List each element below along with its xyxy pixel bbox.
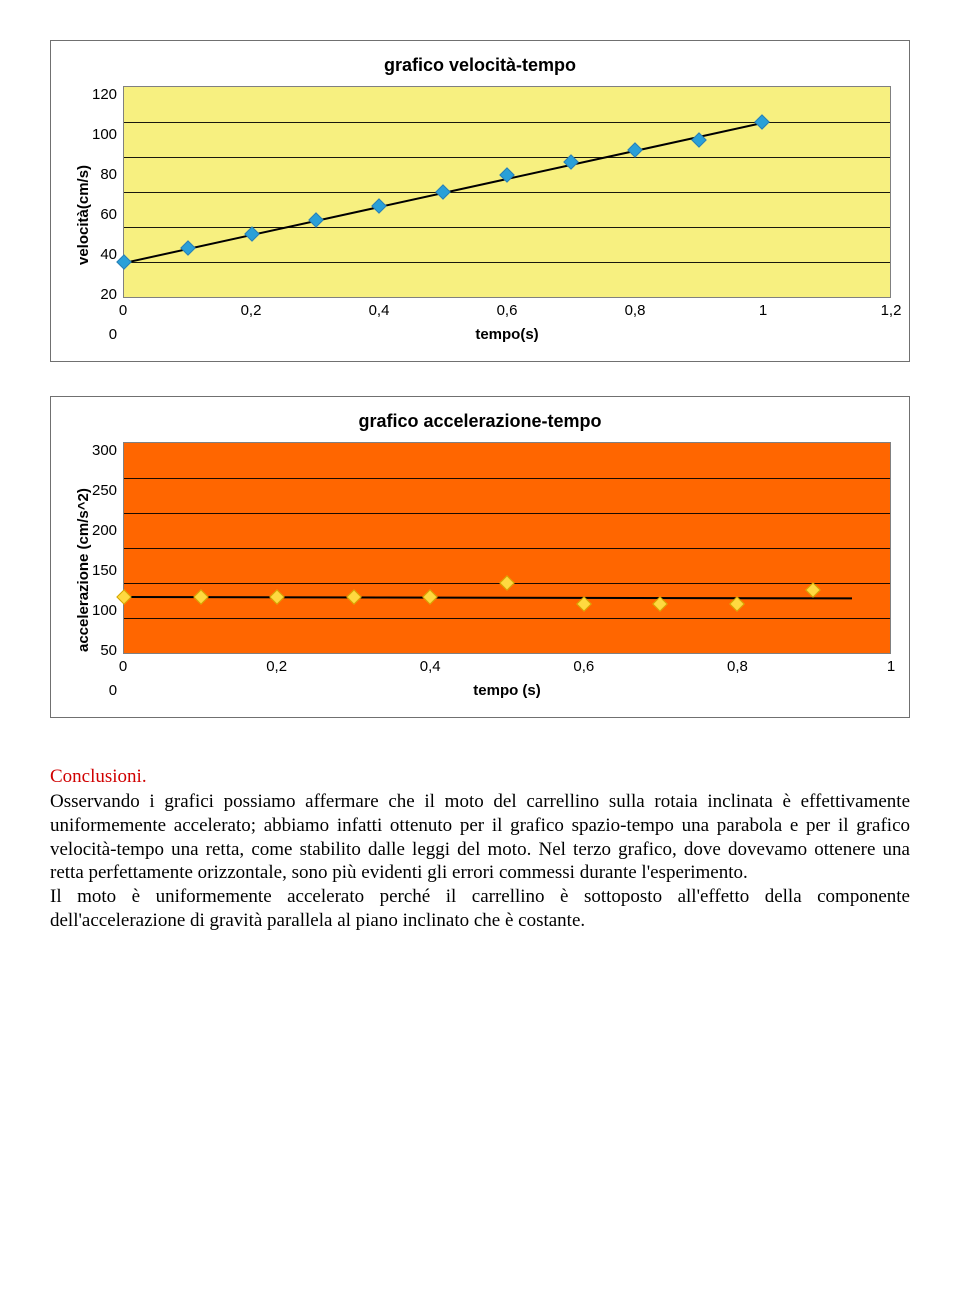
data-point (244, 226, 260, 242)
chart1-xlabel: tempo(s) (123, 326, 891, 343)
conclusion-heading: Conclusioni. (50, 766, 910, 788)
chart2-xlabel: tempo (s) (123, 682, 891, 699)
data-point (193, 589, 209, 605)
data-point (308, 212, 324, 228)
xtick-label: 1 (887, 658, 895, 675)
chart2-title: grafico accelerazione-tempo (69, 411, 891, 432)
data-point (806, 582, 822, 598)
xtick-label: 0,6 (573, 658, 594, 675)
chart2-ylabel: accelerazione (cm/s^2) (69, 442, 92, 699)
ytick-label: 150 (92, 562, 117, 579)
ytick-label: 250 (92, 482, 117, 499)
data-point (755, 114, 771, 130)
xtick-label: 0,8 (625, 302, 646, 319)
chart1-title: grafico velocità-tempo (69, 55, 891, 76)
data-point (423, 589, 439, 605)
ytick-label: 60 (100, 206, 117, 223)
ytick-label: 0 (109, 682, 117, 699)
gridline (124, 618, 890, 619)
data-point (499, 575, 515, 591)
ytick-label: 300 (92, 442, 117, 459)
ytick-label: 100 (92, 126, 117, 143)
ytick-label: 80 (100, 166, 117, 183)
ytick-label: 20 (100, 286, 117, 303)
gridline (124, 157, 890, 158)
gridline (124, 513, 890, 514)
xtick-label: 0 (119, 302, 127, 319)
acceleration-time-chart: grafico accelerazione-tempo accelerazion… (50, 396, 910, 718)
gridline (124, 478, 890, 479)
data-point (435, 184, 451, 200)
xtick-label: 1,2 (881, 302, 902, 319)
gridline (124, 192, 890, 193)
ytick-label: 200 (92, 522, 117, 539)
gridline (124, 262, 890, 263)
gridline (124, 122, 890, 123)
ytick-label: 50 (100, 642, 117, 659)
velocity-time-chart: grafico velocità-tempo velocità(cm/s) 12… (50, 40, 910, 362)
ytick-label: 40 (100, 246, 117, 263)
data-point (372, 198, 388, 214)
data-point (180, 240, 196, 256)
ytick-label: 100 (92, 602, 117, 619)
xtick-label: 0,4 (369, 302, 390, 319)
chart1-ylabel: velocità(cm/s) (69, 86, 92, 343)
trendline (124, 596, 852, 599)
data-point (269, 589, 285, 605)
ytick-label: 120 (92, 86, 117, 103)
conclusion-body: Osservando i grafici possiamo affermare … (50, 790, 910, 933)
chart1-xaxis: 00,20,40,60,811,2 (123, 302, 891, 320)
gridline (124, 548, 890, 549)
xtick-label: 0,6 (497, 302, 518, 319)
chart1-plot-area (123, 86, 891, 298)
xtick-label: 0 (119, 658, 127, 675)
data-point (627, 142, 643, 158)
gridline (124, 227, 890, 228)
chart2-xaxis: 00,20,40,60,81 (123, 658, 891, 676)
chart2-plot-area (123, 442, 891, 654)
ytick-label: 0 (109, 326, 117, 343)
xtick-label: 0,8 (727, 658, 748, 675)
xtick-label: 0,4 (420, 658, 441, 675)
xtick-label: 1 (759, 302, 767, 319)
data-point (346, 589, 362, 605)
xtick-label: 0,2 (241, 302, 262, 319)
xtick-label: 0,2 (266, 658, 287, 675)
